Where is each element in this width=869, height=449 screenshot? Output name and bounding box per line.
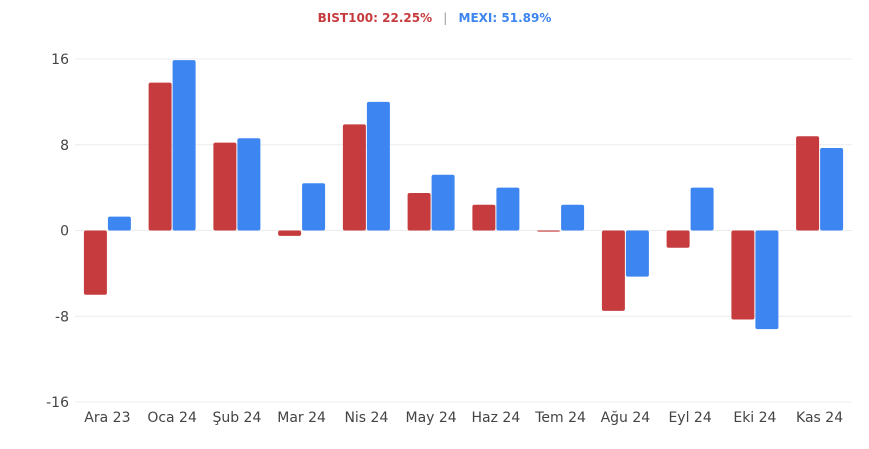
x-tick-label: Nis 24 xyxy=(344,410,388,426)
bar-bist100-11[interactable] xyxy=(796,136,820,231)
x-tick-label: May 24 xyxy=(405,410,456,426)
x-tick-label: Eki 24 xyxy=(733,410,776,426)
bar-bist100-5[interactable] xyxy=(407,193,431,231)
bar-bist100-10[interactable] xyxy=(731,230,755,320)
bar-mexi-8[interactable] xyxy=(625,230,649,277)
y-tick-label: -8 xyxy=(55,309,69,325)
x-tick-label: Şub 24 xyxy=(212,410,261,426)
x-tick-label: Eyl 24 xyxy=(668,410,711,426)
bar-mexi-3[interactable] xyxy=(302,183,326,231)
x-tick-label: Mar 24 xyxy=(277,410,326,426)
x-tick-label: Kas 24 xyxy=(796,410,843,426)
y-tick-label: 0 xyxy=(60,224,69,240)
bar-bist100-2[interactable] xyxy=(213,142,237,231)
bar-mexi-5[interactable] xyxy=(431,174,455,231)
y-tick-label: 16 xyxy=(51,52,69,68)
bar-bist100-9[interactable] xyxy=(666,230,690,248)
bar-bist100-4[interactable] xyxy=(342,124,366,231)
bar-mexi-7[interactable] xyxy=(561,204,585,231)
legend-separator: | xyxy=(443,11,448,25)
bar-mexi-6[interactable] xyxy=(496,187,520,231)
x-tick-label: Tem 24 xyxy=(534,410,586,426)
x-axis-ticks: Ara 23 Oca 24 Şub 24 Mar 24 Nis 24 May 24 Haz … xyxy=(84,410,843,426)
bar-bist100-8[interactable] xyxy=(601,230,625,311)
bar-mexi-4[interactable] xyxy=(366,101,390,231)
bar-bist100-6[interactable] xyxy=(472,204,496,231)
bar-mexi-1[interactable] xyxy=(172,60,196,231)
legend-mexi[interactable]: MEXI: 51.89% xyxy=(458,11,552,25)
bar-mexi-11[interactable] xyxy=(820,148,844,231)
x-tick-label: Ağu 24 xyxy=(601,410,651,426)
bar-bist100-0[interactable] xyxy=(83,230,107,295)
x-tick-label: Oca 24 xyxy=(147,410,197,426)
chart-legend: BIST100: 22.25% | MEXI: 51.89% xyxy=(0,11,869,25)
bars xyxy=(83,60,844,330)
bar-mexi-10[interactable] xyxy=(755,230,779,330)
bar-mexi-2[interactable] xyxy=(237,138,261,231)
y-tick-label: -16 xyxy=(46,395,69,411)
bar-mexi-9[interactable] xyxy=(690,187,714,231)
x-tick-label: Ara 23 xyxy=(84,410,130,426)
y-axis-ticks: 16 8 0 -8 -16 xyxy=(46,52,69,411)
x-tick-label: Haz 24 xyxy=(472,410,521,426)
bar-bist100-3[interactable] xyxy=(278,230,302,236)
bar-mexi-0[interactable] xyxy=(107,216,131,231)
grid-lines xyxy=(75,58,852,403)
bar-bist100-7[interactable] xyxy=(537,230,561,232)
bar-bist100-1[interactable] xyxy=(148,82,172,231)
y-tick-label: 8 xyxy=(60,138,69,154)
legend-bist100[interactable]: BIST100: 22.25% xyxy=(317,11,433,25)
